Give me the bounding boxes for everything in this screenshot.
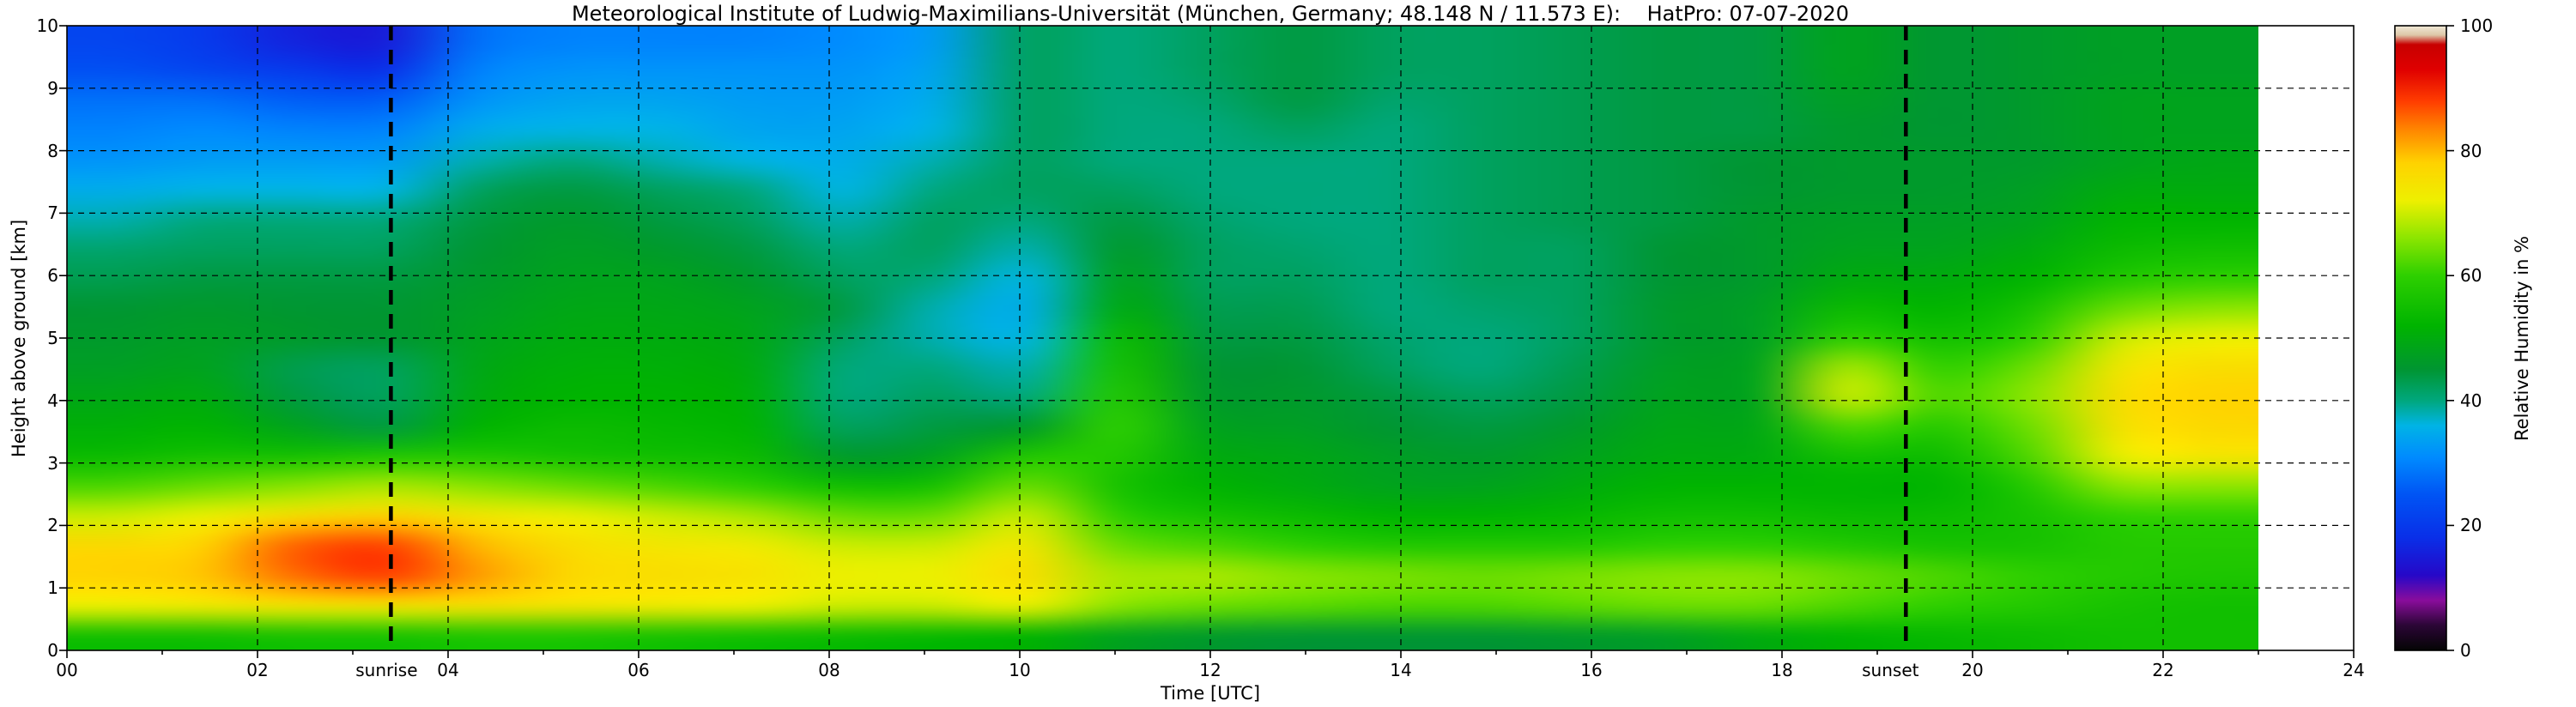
colorbar-tick-label: 20: [2460, 515, 2482, 536]
x-tick-label: 22: [2152, 660, 2174, 680]
y-tick-label: 1: [47, 577, 58, 599]
colorbar-tick-label: 40: [2460, 390, 2482, 411]
y-tick-label: 7: [47, 202, 58, 224]
y-tick-label: 10: [36, 15, 58, 36]
x-tick-label: 06: [627, 660, 650, 680]
x-tick-label: 10: [1009, 660, 1031, 680]
x-tick-label: 04: [437, 660, 459, 680]
y-axis-label: Height above ground [km]: [9, 219, 29, 457]
x-tick-label: 20: [1961, 660, 1984, 680]
x-tick-label: 16: [1580, 660, 1603, 680]
humidity-heatmap-canvas: [67, 26, 2258, 650]
y-tick-label: 4: [47, 390, 58, 411]
y-tick-label: 2: [47, 515, 58, 536]
x-tick-label: 08: [818, 660, 840, 680]
colorbar-label: Relative Humidity in %: [2512, 235, 2532, 441]
x-tick-label: 12: [1199, 660, 1221, 680]
y-tick-label: 6: [47, 265, 58, 287]
x-tick-label: 14: [1390, 660, 1412, 680]
sunset-label: sunset: [1862, 660, 1919, 680]
colorbar-tick-label: 0: [2460, 640, 2471, 661]
x-tick-label: 18: [1771, 660, 1793, 680]
y-tick-label: 0: [47, 640, 58, 661]
colorbar-tick-label: 80: [2460, 140, 2482, 161]
y-tick-label: 9: [47, 77, 58, 99]
sunrise-label: sunrise: [355, 660, 418, 680]
y-tick-label: 5: [47, 328, 58, 348]
y-tick-label: 8: [47, 140, 58, 161]
colorbar-gradient-canvas: [2395, 26, 2446, 650]
x-tick-label: 24: [2343, 660, 2365, 680]
x-axis-label: Time [UTC]: [1160, 683, 1261, 704]
x-tick-label: 02: [246, 660, 269, 680]
x-tick-label: 00: [56, 660, 78, 680]
colorbar-tick-label: 60: [2460, 265, 2482, 287]
colorbar-tick-label: 100: [2460, 15, 2494, 36]
y-tick-label: 3: [47, 452, 58, 474]
chart-title: Meteorological Institute of Ludwig-Maxim…: [571, 2, 1850, 26]
